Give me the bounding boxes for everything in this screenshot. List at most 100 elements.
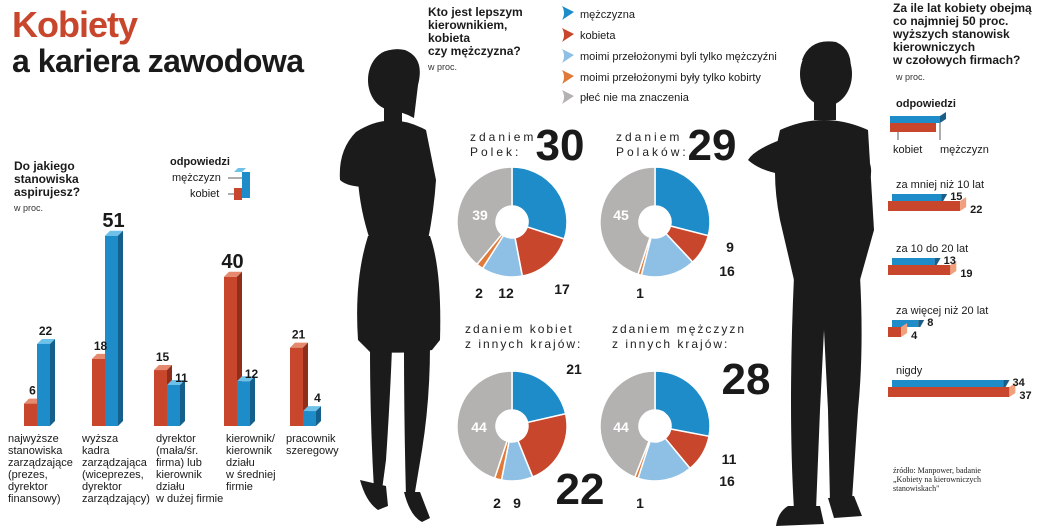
bar-women-end [1009, 383, 1016, 397]
bar-women [888, 387, 1010, 397]
pie-legend-item: kobieta [580, 30, 616, 42]
pie-big-value: 28 [722, 355, 771, 404]
pie-question-line: kierownikiem, [428, 18, 508, 32]
legend-marker-icon [562, 49, 574, 63]
pie-slice [456, 370, 513, 480]
data-label-women: 6 [29, 384, 36, 398]
bar-top [154, 365, 172, 371]
right-chart-title-line: wyższych stanowisk [893, 27, 1010, 41]
page-title: Kobiety [12, 4, 138, 45]
category-label-line: wyższa [82, 433, 119, 445]
bar-women [888, 201, 961, 211]
left-category-label: wyższa kadra zarządzająca (wiceprezes, d… [82, 433, 150, 505]
legend-red-swatch [890, 123, 936, 132]
right-chart-title-line: kierowniczych [893, 40, 976, 54]
legend-red-swatch [234, 188, 242, 200]
bar-side [250, 376, 255, 426]
pie-header-polek: zdaniem Polek: [470, 130, 536, 160]
pie-value-label: 21 [566, 361, 582, 377]
right-value-women: 4 [911, 330, 918, 342]
pie-question-line: kobieta [428, 31, 471, 45]
data-label-women: 15 [156, 350, 170, 364]
bar-women-end [950, 261, 957, 275]
man-silhouette-icon [748, 41, 874, 526]
pie-question-line: czy mężczyzna? [428, 44, 521, 58]
data-label-men: 22 [39, 324, 53, 338]
right-chart-title-line: w czołowych firmach? [893, 53, 1021, 67]
pie-inner-label: 44 [613, 419, 629, 435]
pie-value-label: 12 [498, 285, 514, 301]
legend-marker-icon [562, 28, 574, 42]
pie-big-value: 30 [536, 121, 585, 170]
pie-value-label: 9 [726, 239, 734, 255]
left-chart-title: Do jakiego stanowiska aspirujesz? [14, 160, 80, 199]
category-label-line: kierownik [226, 445, 272, 457]
bar-top [290, 342, 308, 348]
legend-blue-top [234, 168, 246, 172]
bar-men [892, 320, 919, 327]
bar-women [92, 358, 105, 426]
pie-slice [511, 166, 568, 240]
right-chart-title-line: Za ile lat kobiety obejmą [893, 1, 1032, 15]
source-line: „Kobiety na kierowniczych [893, 475, 981, 484]
left-category-label: najwyższe stanowiska zarządzające (preze… [8, 433, 73, 505]
left-category-label: pracownik szeregowy [286, 433, 339, 457]
source-line: stanowiskach" [893, 484, 940, 493]
right-value-women: 22 [970, 204, 982, 216]
pie-big-value: 22 [556, 465, 605, 514]
pie-slice [654, 166, 711, 237]
legend-marker-icon [562, 6, 574, 20]
bar-men-end [934, 258, 941, 265]
category-label-line: zarządzające [8, 457, 73, 469]
pie-header-line: zdaniem [470, 130, 537, 144]
left-legend-women: kobiet [190, 188, 220, 200]
bar-side [303, 342, 308, 426]
legend-marker-icon [562, 70, 574, 84]
bar-men-end [1003, 380, 1010, 387]
right-legend-swatch [890, 112, 946, 140]
bar-top [237, 376, 255, 382]
pie-legend-item: płeć nie ma znaczenia [580, 92, 689, 104]
pie-slice [517, 412, 568, 478]
pie-legend-item: moimi przełożonymi byli tylko mężczyźni [580, 51, 777, 63]
right-category-label: za mniej niż 10 lat [896, 179, 984, 191]
left-legend-swatch [228, 168, 250, 200]
bar-women [224, 276, 237, 426]
data-label-women: 40 [221, 251, 243, 273]
bar-top [224, 271, 242, 277]
bar-side [118, 230, 123, 426]
left-chart-title-line: aspirujesz? [14, 185, 81, 199]
left-legend-title: odpowiedzi [170, 156, 230, 168]
legend-blue-swatch [890, 116, 940, 123]
left-bar-chart: 6 22 18 51 15 11 40 12 21 4 [24, 210, 321, 426]
bar-men [167, 384, 180, 426]
woman-silhouette-icon [339, 49, 441, 522]
legend-marker-icon [562, 90, 574, 104]
bar-men [105, 235, 118, 426]
pie-header-line: zdaniem kobiet [465, 322, 574, 336]
pie-legend-item: moimi przełożonymi były tylko kobirty [580, 72, 761, 84]
pie-value-label: 2 [475, 285, 483, 301]
pie-header-line: Polaków: [616, 145, 689, 159]
right-value-women: 37 [1019, 390, 1031, 402]
pie-question-line: Kto jest lepszym [428, 5, 523, 19]
right-category-label: nigdy [896, 365, 923, 377]
bar-women [154, 370, 167, 426]
page-subtitle: a kariera zawodowa [12, 43, 304, 79]
left-chart-title-line: Do jakiego [14, 159, 75, 173]
bar-women-end [960, 197, 967, 211]
pie-big-value: 29 [688, 121, 737, 170]
pie-header-line: z innych krajów: [465, 337, 583, 351]
category-label-line: kierownik/ [226, 433, 275, 445]
category-label-line: szeregowy [286, 445, 339, 457]
category-label-line: pracownik [286, 433, 336, 445]
pie-value-label: 2 [493, 495, 501, 511]
right-chart-unit: w proc. [896, 72, 926, 82]
data-label-men: 4 [314, 391, 321, 405]
category-label-line: w średniej [226, 469, 276, 481]
pie-value-label: 1 [636, 495, 644, 511]
right-legend-title: odpowiedzi [896, 98, 956, 110]
pie-header-line: Polek: [470, 145, 522, 159]
